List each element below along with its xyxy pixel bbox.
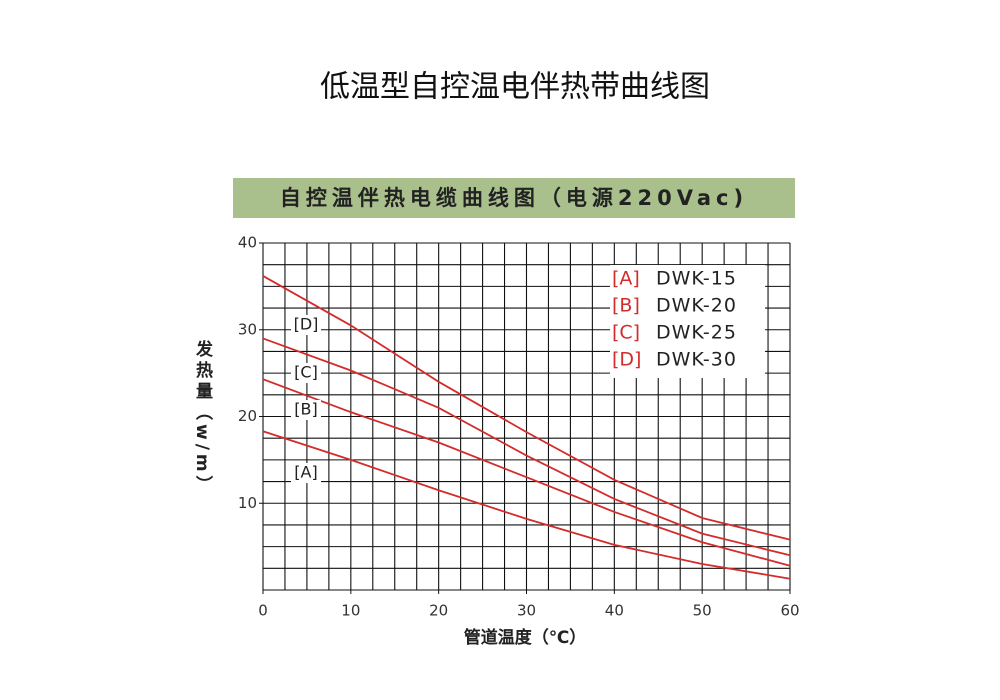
legend-code: [A]: [612, 268, 640, 290]
page-title: 低温型自控温电伴热带曲线图: [320, 70, 710, 105]
curve-label: [D]: [294, 315, 319, 334]
legend-name: DWK-30: [656, 349, 737, 371]
y-tick-label: 10: [238, 494, 257, 512]
curve-label-bg: [291, 315, 321, 335]
curve-label: [B]: [294, 400, 317, 419]
x-tick-label: 40: [605, 602, 624, 620]
x-tick-label: 30: [517, 602, 536, 620]
chart-title: 自控温伴热电缆曲线图（电源220Vac): [280, 186, 748, 210]
curve-label: [C]: [294, 363, 318, 382]
curve: [262, 337, 791, 557]
y-tick-label: 40: [238, 234, 257, 252]
x-tick-label: 50: [693, 602, 712, 620]
x-tick-label: 20: [429, 602, 448, 620]
x-axis-label: 管道温度（℃）: [464, 627, 587, 648]
curve: [262, 430, 791, 580]
title-bar: [233, 178, 795, 218]
curve-label: [A]: [294, 463, 317, 482]
curve-label-bg: [291, 463, 321, 483]
curve-label-bg: [291, 363, 321, 383]
legend-name: DWK-20: [656, 295, 737, 317]
legend-code: [B]: [612, 295, 640, 317]
curve-label-bg: [291, 400, 321, 420]
legend-name: DWK-15: [656, 268, 737, 290]
x-tick-label: 0: [258, 602, 268, 620]
curve: [262, 275, 791, 541]
legend-code: [C]: [612, 322, 640, 344]
x-tick-label: 60: [780, 602, 799, 620]
x-tick-label: 10: [341, 602, 360, 620]
y-axis-label: 发热量（w/m）: [192, 340, 212, 497]
legend-box: [610, 265, 765, 378]
legend-code: [D]: [612, 349, 641, 371]
y-tick-label: 20: [238, 407, 257, 425]
legend-name: DWK-25: [656, 322, 737, 344]
y-tick-label: 30: [238, 320, 257, 338]
curve: [262, 378, 791, 567]
